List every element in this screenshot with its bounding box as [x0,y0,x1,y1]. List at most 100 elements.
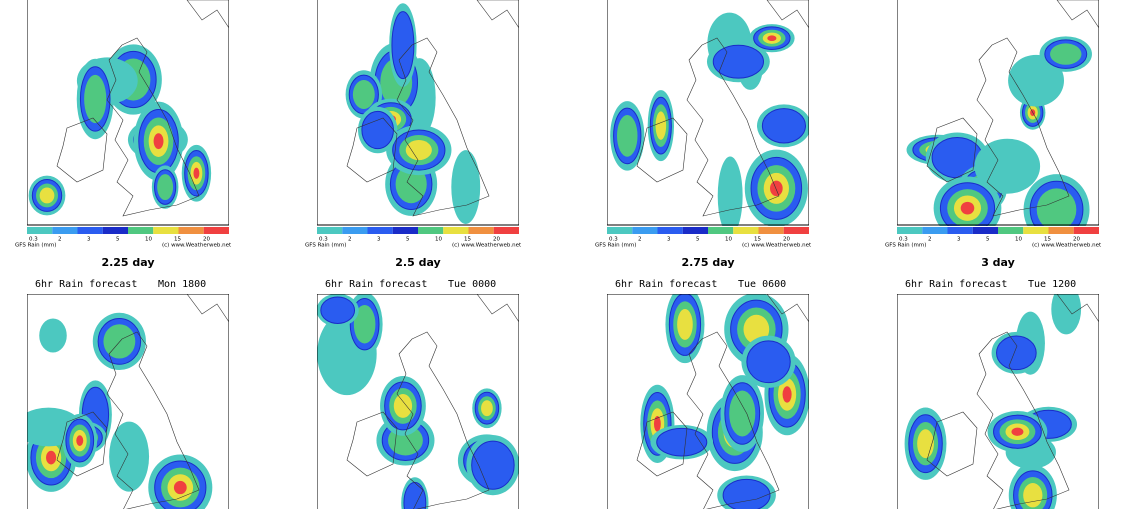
legend-swatch [443,227,469,234]
rain-area [352,79,375,110]
legend-swatch [758,227,784,234]
legend-swatch [317,227,343,234]
legend-level: 20 [493,237,500,243]
legend-level: 2 [348,237,352,243]
legend-swatch [1023,227,1049,234]
panel-time: Tue 0000 [448,279,496,290]
legend-swatch [998,227,1024,234]
legend-swatch [708,227,734,234]
rain-area [960,201,975,215]
rain-area [391,11,415,80]
rain-area [677,308,693,340]
map [27,0,229,226]
legend-level: 5 [116,237,120,243]
rain-area [481,400,493,417]
legend-level: 2 [58,237,62,243]
legend-swatch [52,227,78,234]
panel-caption: 2.75 day [681,256,734,269]
legend-swatch [607,227,633,234]
rain-area [1023,483,1043,508]
map-frame [897,0,1099,226]
coastline [926,294,1099,509]
coast [346,411,398,477]
legend-level: 15 [754,237,761,243]
map [317,0,519,226]
rain-area [770,180,783,197]
rain-area [109,421,150,492]
legend-level: 20 [203,237,210,243]
coast [686,331,780,509]
coast [926,117,978,183]
rain-area [39,187,55,204]
panel-title: 6hr Rain forecast [615,279,717,290]
coast [1056,294,1099,323]
legend-swatch [1073,227,1099,234]
coastline [346,294,519,509]
legend-swatch [632,227,658,234]
legend-level: 20 [1073,237,1080,243]
rain-area [656,427,708,457]
map-frame [27,0,229,226]
coast [106,37,200,217]
rain-area [153,133,164,150]
legend-swatch [77,227,103,234]
rain-area [917,429,934,459]
rain-area [46,450,57,465]
map [317,294,519,509]
rain-area [1011,427,1024,436]
rain-area [996,335,1037,371]
legend-level: 3 [87,237,91,243]
legend-level: 3 [957,237,961,243]
rain-area [653,416,661,432]
coast [636,117,688,183]
map [27,294,229,509]
rain-area [76,435,84,446]
legend-title: GFS Rain (mm) [15,243,56,249]
rain-area [451,150,481,224]
legend-level: 3 [377,237,381,243]
legend-swatch [897,227,923,234]
legend-swatch [493,227,519,234]
map-frame [317,0,519,226]
legend-swatch [468,227,494,234]
coast [636,411,688,477]
rain-area [320,296,356,324]
coast [976,331,1070,509]
coast [106,331,200,509]
legend-swatch [922,227,948,234]
legend-level: 10 [725,237,732,243]
legend-credit: (c) www.Weatherweb.net [162,243,232,249]
coast [346,117,398,183]
legend-level: 0.3 [609,237,618,243]
legend-title: GFS Rain (mm) [305,243,346,249]
coastline [636,0,809,217]
legend-level: 2 [638,237,642,243]
legend-swatch [178,227,204,234]
rain-area [393,393,413,418]
legend-level: 5 [696,237,700,243]
map [607,0,809,226]
coast [56,117,108,183]
legend-level: 10 [145,237,152,243]
legend-level: 3 [667,237,671,243]
panel-title: 6hr Rain forecast [905,279,1007,290]
legend-swatch [733,227,759,234]
coast [1056,0,1099,29]
rain-area [193,167,200,179]
coast [56,411,108,477]
coast [476,294,519,323]
rain-area [782,386,792,403]
legend-credit: (c) www.Weatherweb.net [452,243,522,249]
legend-swatch [783,227,809,234]
panel-caption: 2.25 day [101,256,154,269]
coast [396,37,490,217]
rain-area [361,110,394,150]
legend-level: 0.3 [29,237,38,243]
coast [976,37,1070,217]
rain-area [655,111,667,140]
legend-credit: (c) www.Weatherweb.net [1032,243,1102,249]
rain-area [761,108,806,144]
panel-time: Mon 1800 [158,279,206,290]
legend-swatch [367,227,393,234]
legend-title: GFS Rain (mm) [885,243,926,249]
